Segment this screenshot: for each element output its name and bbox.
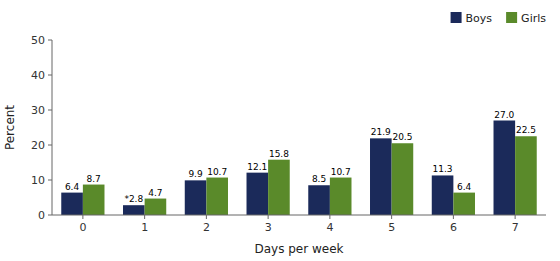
y-tick bbox=[48, 110, 52, 111]
x-tick-label: 3 bbox=[265, 221, 272, 234]
bar bbox=[392, 143, 414, 215]
bar bbox=[515, 136, 537, 215]
data-label: 27.0 bbox=[494, 110, 514, 120]
legend-label: Girls bbox=[521, 12, 546, 25]
y-tick bbox=[48, 215, 52, 216]
y-tick-label: 20 bbox=[31, 139, 45, 152]
data-label: 9.9 bbox=[188, 169, 203, 179]
y-tick bbox=[48, 40, 52, 41]
data-label: 22.5 bbox=[516, 125, 536, 135]
bar bbox=[206, 178, 228, 215]
x-tick bbox=[144, 215, 145, 219]
legend: Boys Girls bbox=[451, 12, 547, 25]
data-label: 6.4 bbox=[65, 182, 80, 192]
x-tick-label: 7 bbox=[512, 221, 519, 234]
y-tick bbox=[48, 180, 52, 181]
legend-label: Boys bbox=[466, 12, 493, 25]
bar bbox=[494, 121, 516, 216]
data-label: 20.5 bbox=[392, 132, 412, 142]
bar bbox=[330, 178, 352, 215]
bar bbox=[185, 180, 207, 215]
bars bbox=[61, 121, 536, 216]
x-tick bbox=[329, 215, 330, 219]
bar bbox=[61, 193, 83, 215]
x-axis bbox=[52, 215, 546, 216]
data-label: 10.7 bbox=[331, 167, 351, 177]
data-label: 8.7 bbox=[87, 174, 101, 184]
x-tick-label: 4 bbox=[326, 221, 333, 234]
x-tick bbox=[515, 215, 516, 219]
y-tick-label: 40 bbox=[31, 69, 45, 82]
y-tick-label: 30 bbox=[31, 104, 45, 117]
x-tick-label: 2 bbox=[203, 221, 210, 234]
bar bbox=[123, 205, 145, 215]
y-axis-label: Percent bbox=[3, 105, 17, 150]
bar bbox=[247, 173, 269, 215]
bar bbox=[83, 185, 105, 215]
bar bbox=[308, 185, 330, 215]
bar bbox=[432, 175, 454, 215]
data-label: 10.7 bbox=[207, 167, 227, 177]
y-tick-label: 50 bbox=[31, 34, 45, 47]
x-tick bbox=[391, 215, 392, 219]
legend-swatch bbox=[451, 12, 462, 23]
y-tick bbox=[48, 145, 52, 146]
data-label: 8.5 bbox=[312, 174, 326, 184]
legend-swatch bbox=[506, 12, 517, 23]
data-label: 4.7 bbox=[148, 188, 162, 198]
x-tick-label: 6 bbox=[450, 221, 457, 234]
x-tick bbox=[206, 215, 207, 219]
data-label: 15.8 bbox=[269, 149, 289, 159]
bar bbox=[370, 138, 392, 215]
x-tick bbox=[268, 215, 269, 219]
y-tick-label: 10 bbox=[31, 174, 45, 187]
data-label: 12.1 bbox=[247, 162, 267, 172]
x-tick bbox=[82, 215, 83, 219]
data-label: 6.4 bbox=[457, 182, 472, 192]
chart: 010203040506.4*2.89.912.18.521.911.327.0… bbox=[0, 0, 560, 261]
data-label: *2.8 bbox=[124, 194, 143, 204]
bar bbox=[145, 199, 167, 215]
data-label: 21.9 bbox=[371, 127, 391, 137]
x-tick-label: 1 bbox=[141, 221, 148, 234]
bar bbox=[268, 160, 290, 215]
x-tick bbox=[453, 215, 454, 219]
x-axis-label: Days per week bbox=[254, 242, 343, 256]
data-label: 11.3 bbox=[433, 164, 453, 174]
x-tick-label: 0 bbox=[79, 221, 86, 234]
x-tick-label: 5 bbox=[388, 221, 395, 234]
bar bbox=[453, 193, 475, 215]
y-tick bbox=[48, 75, 52, 76]
y-tick-label: 0 bbox=[38, 209, 45, 222]
y-axis bbox=[52, 40, 53, 215]
